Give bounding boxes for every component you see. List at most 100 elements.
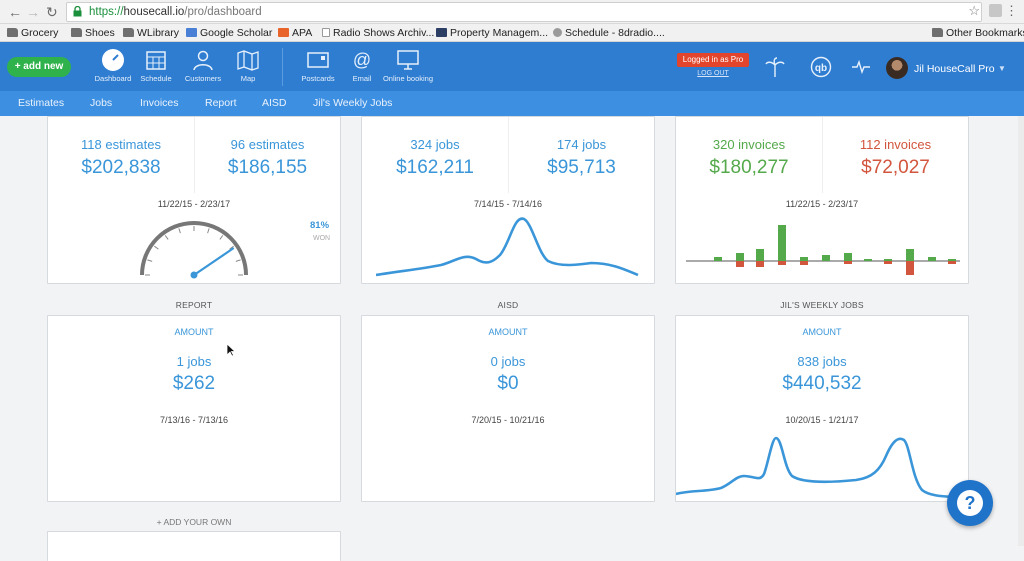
invoice-bar-unpaid xyxy=(844,261,852,264)
subnav-weekly-jobs[interactable]: Jil's Weekly Jobs xyxy=(313,97,393,109)
bookmark-grocery[interactable]: Grocery xyxy=(7,27,58,39)
avatar[interactable] xyxy=(886,57,908,79)
invoice-bar-unpaid xyxy=(948,261,956,264)
nav-email[interactable]: @ Email xyxy=(337,48,387,83)
bookmark-radio-shows[interactable]: Radio Shows Archiv... xyxy=(322,27,434,39)
invoices-card[interactable]: 320 invoices $180,277 112 invoices $72,0… xyxy=(675,116,969,284)
subnav-invoices[interactable]: Invoices xyxy=(140,97,179,109)
weekly-count: 838 jobs xyxy=(797,354,847,369)
report-section-title: REPORT xyxy=(175,300,213,310)
invoice-bar-unpaid xyxy=(736,261,744,267)
reload-icon[interactable]: ↻ xyxy=(46,4,58,20)
jobs-left-amount: $162,211 xyxy=(396,157,474,178)
aisd-section-title: AISD xyxy=(497,300,519,310)
jobs-right-count: 174 jobs xyxy=(556,137,607,152)
estimates-card[interactable]: 118 estimates $202,838 96 estimates $186… xyxy=(47,116,341,284)
invoice-bar-paid xyxy=(800,257,808,261)
aisd-amount: $0 xyxy=(497,373,519,394)
subnav-report[interactable]: Report xyxy=(205,97,237,109)
report-card[interactable]: AMOUNT 1 jobs $262 7/13/16 - 7/13/16 xyxy=(47,315,341,502)
invoice-bar-paid xyxy=(756,249,764,261)
nav-customers[interactable]: Customers xyxy=(178,48,228,83)
report-amount-label: AMOUNT xyxy=(174,327,214,337)
nav-dashboard[interactable]: Dashboard xyxy=(88,48,138,83)
monitor-icon xyxy=(397,50,419,70)
svg-text:qb: qb xyxy=(815,63,827,74)
app-header: + add new Dashboard Schedule Customers M… xyxy=(0,42,1024,91)
logged-in-badge: Logged in as Pro xyxy=(677,53,749,67)
subnav-estimates[interactable]: Estimates xyxy=(18,97,65,109)
nav-schedule[interactable]: Schedule xyxy=(131,48,181,83)
bookmark-shoes[interactable]: Shoes xyxy=(71,27,115,39)
invoices-right-count: 112 invoices xyxy=(859,137,932,152)
estimates-right-amount: $186,155 xyxy=(227,157,308,178)
invoices-left: 320 invoices $180,277 xyxy=(676,117,822,193)
invoice-bar-paid xyxy=(736,253,744,261)
estimates-left-count: 118 estimates xyxy=(81,137,161,152)
chevron-down-icon[interactable]: ▼ xyxy=(998,64,1006,73)
estimates-left-amount: $202,838 xyxy=(81,157,161,178)
user-name[interactable]: Jil HouseCall Pro xyxy=(914,63,995,75)
url-scheme: https:// xyxy=(89,6,124,18)
aisd-card[interactable]: AMOUNT 0 jobs $0 7/20/15 - 10/21/16 xyxy=(361,315,655,502)
bookmark-star-icon[interactable]: ☆ xyxy=(968,3,980,18)
invoices-right-amount: $72,027 xyxy=(861,157,930,178)
invoice-bar-unpaid xyxy=(800,261,808,265)
nav-postcards[interactable]: Postcards xyxy=(293,48,343,83)
quickbooks-icon[interactable]: qb xyxy=(810,56,832,78)
forward-icon[interactable]: → xyxy=(26,4,40,20)
url-host: housecall.io xyxy=(123,6,185,18)
jobs-card[interactable]: 324 jobs $162,211 174 jobs $95,713 7/14/… xyxy=(361,116,655,284)
bookmark-apa[interactable]: APA xyxy=(278,27,312,39)
invoice-bar-unpaid xyxy=(884,261,892,264)
globe-icon xyxy=(553,28,562,37)
aisd-amount-label: AMOUNT xyxy=(488,327,528,337)
invoice-bar-paid xyxy=(714,257,722,261)
gauge-tick xyxy=(235,259,241,262)
invoice-bar-paid xyxy=(884,259,892,261)
gauge-tick xyxy=(178,228,181,234)
invoices-bar-chart xyxy=(686,225,960,275)
folder-icon xyxy=(71,28,82,37)
bookmark-schedule[interactable]: Schedule - 8dradio.... xyxy=(553,27,665,39)
invoice-bar-paid xyxy=(822,255,830,261)
question-mark-icon: ? xyxy=(957,490,983,516)
jobs-trend-line xyxy=(376,217,639,277)
won-label: WON xyxy=(313,235,331,242)
weekly-section-title: JIL'S WEEKLY JOBS xyxy=(780,300,864,310)
browser-menu-icon[interactable]: ⋮ xyxy=(1005,3,1018,18)
back-icon[interactable]: ← xyxy=(8,4,22,20)
invoices-left-amount: $180,277 xyxy=(709,157,789,178)
won-gauge xyxy=(140,221,248,279)
bookmark-google-scholar[interactable]: Google Scholar xyxy=(186,27,272,39)
add-new-button[interactable]: + add new xyxy=(7,57,71,77)
add-your-own-link[interactable]: + ADD YOUR OWN xyxy=(156,517,232,527)
subnav-aisd[interactable]: AISD xyxy=(262,97,287,109)
logout-link[interactable]: LOG OUT xyxy=(697,70,729,77)
weekly-jobs-card[interactable]: AMOUNT 838 jobs $440,532 10/20/15 - 1/21… xyxy=(675,315,969,502)
invoices-right: 112 invoices $72,027 xyxy=(822,117,968,193)
help-button[interactable]: ? xyxy=(947,480,993,526)
gauge-tick xyxy=(229,245,234,250)
weekly-amount: $440,532 xyxy=(782,373,862,394)
svg-text:@: @ xyxy=(353,50,371,70)
aisd-count: 0 jobs xyxy=(490,354,526,369)
bookmark-property-management[interactable]: Property Managem... xyxy=(436,27,548,39)
scrollbar[interactable] xyxy=(1018,116,1024,546)
apa-icon xyxy=(278,28,289,37)
nav-map[interactable]: Map xyxy=(223,48,273,83)
invoice-bar-unpaid xyxy=(756,261,764,267)
extension-icon[interactable] xyxy=(989,4,1002,17)
activity-pulse-icon[interactable] xyxy=(852,60,870,74)
palm-tree-icon[interactable] xyxy=(764,56,786,78)
header-divider xyxy=(282,48,283,86)
nav-online-booking[interactable]: Online booking xyxy=(382,48,434,83)
subnav-jobs[interactable]: Jobs xyxy=(90,97,113,109)
bookmark-other[interactable]: Other Bookmarks xyxy=(932,27,1024,39)
bookmark-wlibrary[interactable]: WLibrary xyxy=(123,27,179,39)
jobs-right: 174 jobs $95,713 xyxy=(508,117,654,193)
estimates-right-count: 96 estimates xyxy=(230,137,305,152)
address-bar[interactable]: https://housecall.io/pro/dashboard xyxy=(66,2,982,22)
gauge-tick xyxy=(147,259,153,262)
report-date-range: 7/13/16 - 7/13/16 xyxy=(159,415,229,425)
